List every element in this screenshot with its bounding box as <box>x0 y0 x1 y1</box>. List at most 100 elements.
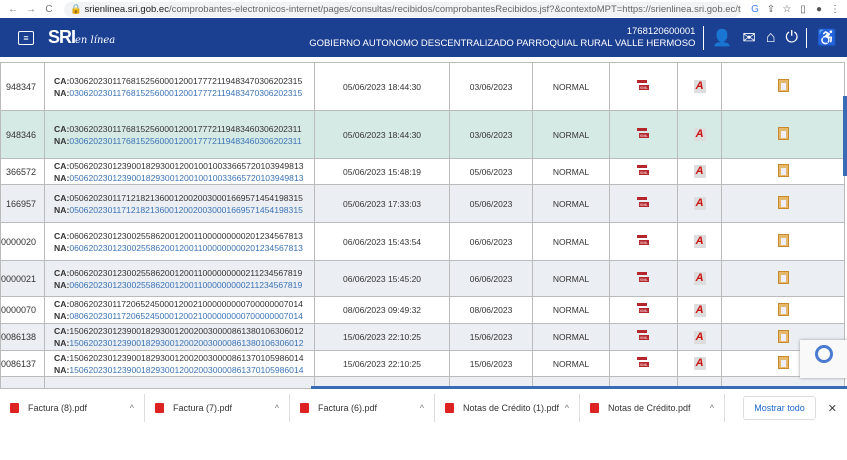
emission-date: 15/06/2023 <box>449 350 534 377</box>
emission-date: 05/06/2023 <box>449 158 534 185</box>
receipt-number: 0086137 <box>0 350 46 377</box>
share-icon[interactable]: ⇪ <box>766 3 776 15</box>
authorization-date: 05/06/2023 17:33:03 <box>314 184 451 223</box>
xml-download-icon[interactable] <box>636 164 651 177</box>
user-icon[interactable]: 👤 <box>712 29 733 47</box>
na-label: NA: <box>54 279 70 290</box>
home-icon[interactable]: ⌂ <box>765 28 776 46</box>
xml-download-icon[interactable] <box>636 271 651 284</box>
table-row[interactable]: 948346 CA:030620230117681525600012001777… <box>0 110 845 159</box>
pdf-download-icon[interactable]: A <box>693 80 706 93</box>
ca-value: 0606202301230025586200120011000000000211… <box>69 267 303 278</box>
back-icon[interactable]: ← <box>8 3 18 15</box>
chevron-up-icon[interactable]: ^ <box>564 403 569 413</box>
authorization-date: 08/06/2023 09:49:32 <box>314 296 451 324</box>
table-row[interactable]: 0000020 CA:06062023012300255862001200110… <box>0 222 845 261</box>
pdf-download-icon[interactable]: A <box>693 197 706 210</box>
na-link[interactable]: 0506202301239001829300120010010033665720… <box>69 172 304 183</box>
table-row[interactable]: 366572 CA:050620230123900182930012001001… <box>0 158 845 185</box>
clipboard-icon[interactable] <box>777 302 789 316</box>
sri-logo[interactable]: SRIen línea <box>48 27 115 48</box>
download-item[interactable]: Factura (7).pdf ^ <box>145 394 290 422</box>
ca-label: CA: <box>54 230 70 241</box>
xml-download-icon[interactable] <box>636 79 651 92</box>
na-link[interactable]: 0606202301230025586200120011000000000201… <box>69 242 303 253</box>
chevron-up-icon[interactable]: ^ <box>419 403 424 413</box>
xml-download-icon[interactable] <box>636 330 651 342</box>
emission-date: 06/06/2023 <box>449 260 534 297</box>
sidepanel-icon[interactable]: ▯ <box>800 3 806 15</box>
power-icon[interactable]: ⏻ <box>785 28 799 46</box>
download-item[interactable]: Factura (8).pdf ^ <box>0 394 145 422</box>
na-link[interactable]: 0306202301176815256000120017772119483470… <box>69 87 303 98</box>
table-row[interactable]: 0086138 CA:15062023012390018293001200200… <box>0 323 845 351</box>
vertical-scrollbar[interactable] <box>843 96 847 176</box>
na-link[interactable]: 0606202301230025586200120011000000000211… <box>69 279 303 290</box>
authorization-date: 05/06/2023 15:48:19 <box>314 158 451 185</box>
download-item[interactable]: Notas de Crédito (1).pdf ^ <box>435 394 580 422</box>
ca-value: 1506202301239001829300120020030000861380… <box>69 326 304 336</box>
clipboard-icon[interactable] <box>777 164 789 177</box>
pdf-download-icon[interactable]: A <box>693 235 706 248</box>
pdf-file-icon <box>590 403 599 413</box>
download-filename: Factura (7).pdf <box>173 403 233 413</box>
forward-icon[interactable]: → <box>26 3 36 15</box>
na-link[interactable]: 0506202301171218213600120020030001669571… <box>69 204 303 215</box>
pdf-download-icon[interactable]: A <box>693 303 706 317</box>
pdf-download-icon[interactable]: A <box>693 128 706 141</box>
address-bar[interactable]: 🔒 srienlinea.sri.gob.ec/comprobantes-ele… <box>64 1 741 17</box>
na-link[interactable]: 1506202301239001829300120020030000861380… <box>69 338 304 348</box>
xml-download-icon[interactable] <box>636 196 651 209</box>
profile-icon[interactable]: ● <box>815 3 823 15</box>
xml-download-icon[interactable] <box>636 127 651 140</box>
na-link[interactable]: 0806202301172065245000120021000000000700… <box>69 311 303 321</box>
chevron-up-icon[interactable]: ^ <box>129 403 134 413</box>
xml-download-icon[interactable] <box>636 356 651 369</box>
pdf-file-icon <box>300 403 309 413</box>
receipt-number: 948346 <box>0 110 46 159</box>
xml-download-icon[interactable] <box>636 303 651 315</box>
emission-date: 03/06/2023 <box>449 110 534 159</box>
na-link[interactable]: 0306202301176815256000120017772119483460… <box>69 135 302 146</box>
na-label: NA: <box>54 364 70 375</box>
table-row[interactable]: 166957 CA:050620230117121821360012002003… <box>0 184 845 223</box>
clipboard-icon[interactable] <box>777 271 789 284</box>
xml-download-icon[interactable] <box>636 234 651 247</box>
access-key-cell: CA:0306202301176815256000120017772119483… <box>44 110 316 159</box>
recaptcha-badge[interactable] <box>800 340 847 378</box>
clipboard-icon[interactable] <box>777 356 789 369</box>
pdf-download-icon[interactable]: A <box>693 357 706 370</box>
horizontal-scrollbar[interactable] <box>311 386 847 389</box>
clipboard-icon[interactable] <box>777 329 789 343</box>
url-domain: srienlinea.sri.gob.ec <box>84 3 169 15</box>
pdf-download-icon[interactable]: A <box>693 330 706 344</box>
pdf-download-icon[interactable]: A <box>693 165 706 178</box>
google-icon[interactable]: G <box>751 3 759 15</box>
accessibility-icon[interactable]: ♿ <box>806 27 837 48</box>
table-row[interactable]: 0086137 CA:15062023012390018293001200200… <box>0 350 845 377</box>
download-item[interactable]: Notas de Crédito.pdf ^ <box>580 394 725 422</box>
receipt-number: 366572 <box>0 158 46 185</box>
clipboard-icon[interactable] <box>777 196 789 209</box>
table-row[interactable]: 0000021 CA:06062023012300255862001200110… <box>0 260 845 297</box>
table-row[interactable]: 948347 CA:030620230117681525600012001777… <box>0 62 845 111</box>
mail-icon[interactable]: ✉ <box>742 29 756 47</box>
close-icon[interactable]: ✕ <box>827 402 837 415</box>
access-key-cell: CA:1506202301239001829300120020030000861… <box>44 350 316 377</box>
entity-name: GOBIERNO AUTONOMO DESCENTRALIZADO PARROQ… <box>309 37 696 49</box>
menu-icon[interactable]: ≡ <box>18 30 34 45</box>
table-row[interactable]: 0000070 CA:08062023011720652450001200210… <box>0 296 845 324</box>
na-link[interactable]: 1506202301239001829300120020030000861370… <box>69 364 304 375</box>
chevron-up-icon[interactable]: ^ <box>709 403 714 413</box>
star-icon[interactable]: ☆ <box>782 3 792 15</box>
clipboard-icon[interactable] <box>777 79 789 92</box>
reload-icon[interactable]: C <box>45 3 53 15</box>
chevron-up-icon[interactable]: ^ <box>274 403 279 413</box>
download-item[interactable]: Factura (6).pdf ^ <box>290 394 435 422</box>
clipboard-icon[interactable] <box>777 234 789 247</box>
more-icon[interactable]: ⋮ <box>830 3 840 15</box>
na-label: NA: <box>54 172 70 183</box>
pdf-download-icon[interactable]: A <box>693 272 706 285</box>
show-all-button[interactable]: Mostrar todo <box>743 396 816 420</box>
clipboard-icon[interactable] <box>777 127 789 140</box>
